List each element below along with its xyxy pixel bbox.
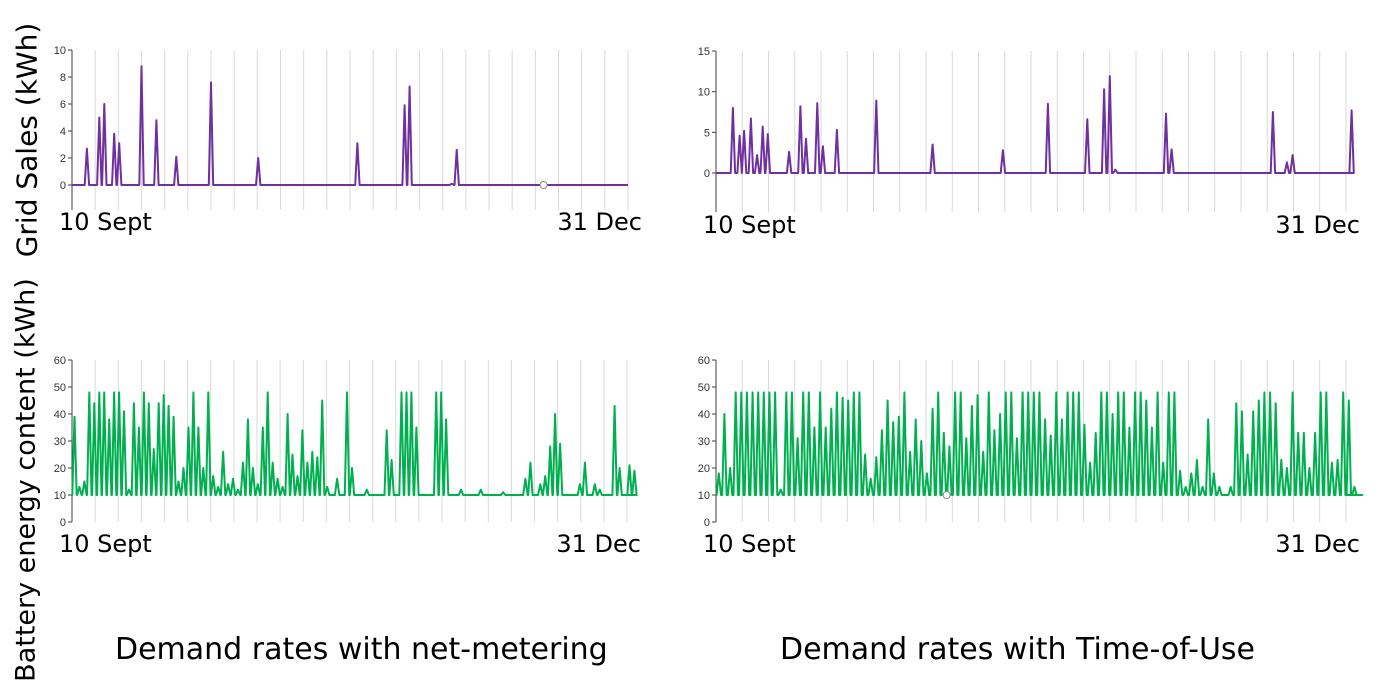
- series-line: [716, 75, 1355, 174]
- y-tick-label: 20: [698, 463, 710, 475]
- x-tick-label-end: 31 Dec: [1275, 211, 1360, 239]
- x-tick-label-start: 10 Sept: [59, 530, 152, 558]
- y-tick-label: 50: [698, 382, 710, 394]
- y-tick-label: 6: [60, 99, 66, 111]
- y-tick-label: 10: [698, 87, 710, 99]
- y-tick-label: 30: [54, 436, 66, 448]
- y-tick-label: 0: [704, 168, 710, 180]
- x-tick-label-end: 31 Dec: [557, 208, 642, 236]
- x-tick-label-end: 31 Dec: [556, 530, 641, 558]
- x-tick-label-start: 10 Sept: [703, 211, 796, 239]
- x-tick-label-end: 31 Dec: [1275, 530, 1360, 558]
- y-tick-label: 60: [698, 355, 710, 367]
- y-tick-label: 4: [60, 126, 66, 138]
- y-tick-label: 10: [54, 45, 66, 57]
- y-tick-label: 0: [60, 517, 66, 529]
- y-tick-label: 40: [54, 409, 66, 421]
- data-point-marker: [539, 181, 548, 189]
- y-tick-label: 10: [698, 490, 710, 502]
- y-tick-label: 15: [698, 46, 710, 58]
- row-label-bottom: Battery energy content (kWh): [10, 278, 42, 682]
- y-tick-label: 8: [60, 72, 66, 84]
- series-line: [715, 391, 1364, 496]
- y-tick-label: 40: [698, 409, 710, 421]
- chart-panel-bottom-left: 0 10 20 30 40 50 60 10 Sept 31 Dec: [54, 355, 641, 558]
- x-tick-label-start: 10 Sept: [59, 208, 152, 236]
- x-tick-label-start: 10 Sept: [703, 530, 796, 558]
- caption-right: Demand rates with Time-of-Use: [780, 632, 1255, 667]
- y-tick-label: 60: [54, 355, 66, 367]
- y-tick-label: 2: [60, 153, 66, 165]
- y-tick-label: 10: [54, 490, 66, 502]
- y-tick-label: 5: [704, 127, 710, 139]
- y-tick-label: 50: [54, 382, 66, 394]
- row-label-top: Grid Sales (kWh): [10, 22, 44, 258]
- y-tick-label: 0: [60, 180, 66, 192]
- chart-panel-bottom-right: 0 10 20 30 40 50 60 10 Sept 31 Dec: [698, 355, 1364, 558]
- chart-panel-top-left: 0 2 4 6 8 10 10 Sept 31 Dec: [54, 45, 642, 236]
- data-point-marker: [942, 491, 951, 499]
- series-line: [71, 391, 638, 496]
- series-line: [72, 65, 628, 186]
- y-tick-label: 20: [54, 463, 66, 475]
- y-tick-label: 30: [698, 436, 710, 448]
- y-tick-label: 0: [704, 517, 710, 529]
- caption-left: Demand rates with net-metering: [115, 632, 608, 667]
- chart-panel-top-right: 0 5 10 15 10 Sept 31 Dec: [698, 46, 1360, 239]
